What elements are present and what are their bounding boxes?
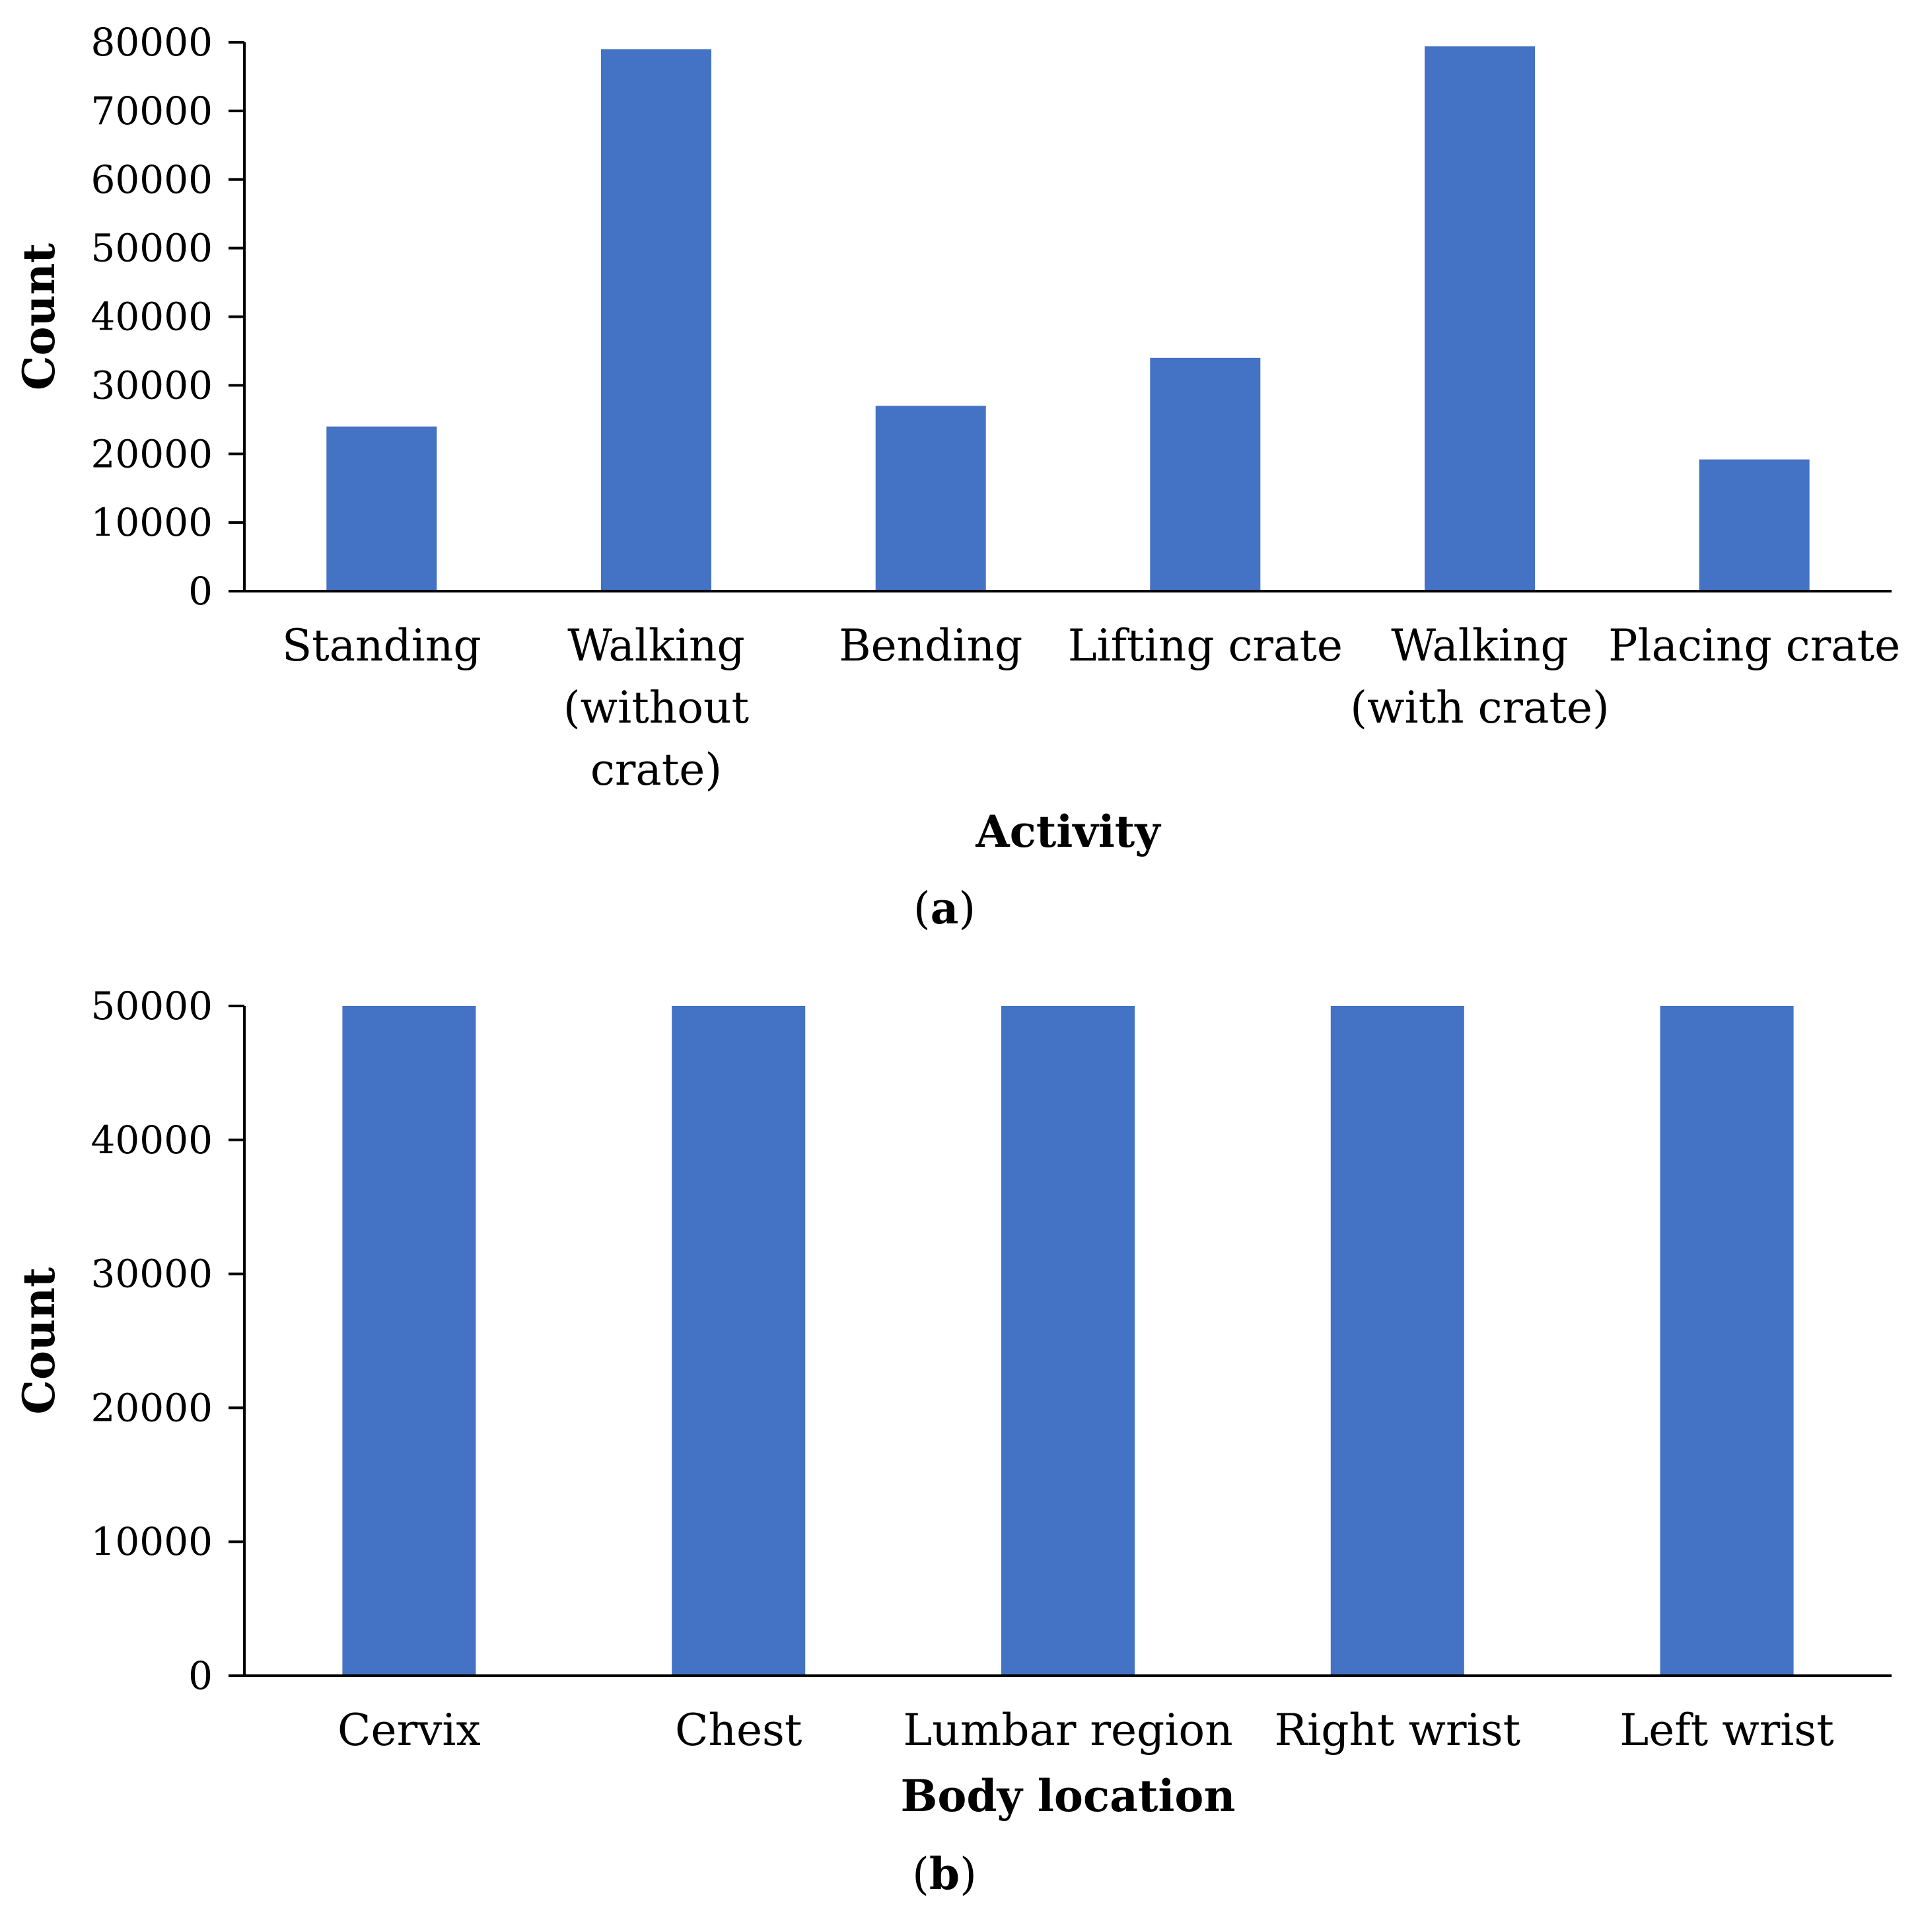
y-tick-label-a-7: 70000	[90, 89, 213, 133]
bar-b-2	[1001, 1006, 1135, 1676]
x-tick-label-a-4: Walking (with crate)	[1350, 620, 1610, 733]
bar-a-4	[1425, 46, 1535, 591]
x-tick-label-line-a-4-0: Walking	[1391, 620, 1568, 671]
x-tick-label-a-5: Placing crate	[1608, 620, 1900, 671]
panel-label-b: (b)	[912, 1848, 977, 1900]
bar-a-0	[326, 426, 437, 591]
x-tick-label-b-2: Lumbar region	[903, 1705, 1232, 1756]
y-tick-label-a-4: 40000	[90, 295, 213, 340]
bar-a-5	[1699, 459, 1810, 591]
y-ticks-b: 0 10000 20000 30000 40000 50000	[90, 984, 244, 1698]
x-tick-label-line-a-3-0: Lifting crate	[1068, 620, 1343, 671]
x-tick-label-b-1: Chest	[675, 1705, 802, 1756]
x-tick-label-line-b-2-0: Lumbar region	[903, 1705, 1232, 1756]
x-tick-label-a-2: Bending	[839, 620, 1022, 671]
x-tick-label-line-a-2-0: Bending	[839, 620, 1022, 671]
y-axis-title-a: Count	[13, 242, 65, 390]
x-tick-label-line-a-1-0: Walking	[567, 620, 744, 671]
panel-letter-a: a	[931, 882, 959, 934]
x-tick-label-line-b-4-0: Left wrist	[1619, 1705, 1833, 1756]
x-tick-label-b-3: Right wrist	[1274, 1705, 1520, 1756]
x-tick-label-a-1: Walking (without crate)	[563, 620, 749, 795]
panel-label-a: (a)	[913, 882, 976, 934]
bars-b	[342, 1006, 1794, 1676]
x-tick-label-line-b-0-0: Cervix	[337, 1705, 481, 1756]
x-tick-label-b-0: Cervix	[337, 1705, 481, 1756]
bar-b-1	[672, 1006, 806, 1676]
chart-panel-b: 0 10000 20000 30000 40000 50000 Cervix Chest Lu…	[13, 984, 1892, 1900]
panel-letter-b: b	[929, 1848, 960, 1900]
y-axis-title-b: Count	[13, 1267, 65, 1415]
y-tick-label-a-2: 20000	[90, 431, 213, 476]
y-tick-label-a-3: 30000	[90, 363, 213, 408]
x-tick-label-line-a-1-1: (without	[563, 682, 749, 733]
y-tick-label-a-0: 0	[188, 569, 213, 614]
x-tick-label-line-a-5-0: Placing crate	[1608, 620, 1900, 671]
bar-a-3	[1150, 357, 1261, 591]
y-tick-label-a-1: 10000	[90, 500, 213, 545]
y-ticks-a: 0 10000 20000 30000 40000 50000 60000 70000 8000…	[90, 20, 244, 614]
bar-b-4	[1660, 1006, 1794, 1676]
y-tick-label-a-6: 60000	[90, 157, 213, 202]
bar-b-3	[1330, 1006, 1464, 1676]
y-tick-label-b-3: 30000	[90, 1252, 213, 1297]
bars-a	[326, 46, 1810, 591]
x-tick-labels-a: Standing Walking (without crate) Bending Lift…	[282, 620, 1900, 795]
bar-a-2	[875, 406, 986, 591]
y-tick-label-a-8: 80000	[90, 20, 213, 65]
bar-a-1	[601, 49, 711, 591]
x-tick-labels-b: Cervix Chest Lumbar region Right wrist Left …	[337, 1705, 1834, 1756]
y-tick-label-b-2: 20000	[90, 1385, 213, 1430]
x-tick-label-line-a-0-0: Standing	[282, 620, 481, 671]
y-tick-label-b-4: 40000	[90, 1118, 213, 1163]
y-tick-label-b-5: 50000	[90, 984, 213, 1028]
bar-b-0	[342, 1006, 476, 1676]
y-tick-label-b-1: 10000	[90, 1519, 213, 1564]
x-axis-title-b: Body location	[901, 1770, 1236, 1822]
y-tick-label-b-0: 0	[188, 1653, 213, 1698]
x-tick-label-b-4: Left wrist	[1619, 1705, 1833, 1756]
x-tick-label-line-b-3-0: Right wrist	[1274, 1705, 1520, 1756]
y-tick-label-a-5: 50000	[90, 226, 213, 271]
x-tick-label-a-0: Standing	[282, 620, 481, 671]
x-tick-label-line-b-1-0: Chest	[675, 1705, 802, 1756]
x-tick-label-line-a-1-2: crate)	[590, 744, 722, 795]
x-tick-label-line-a-4-1: (with crate)	[1350, 682, 1610, 733]
chart-panel-a: 0 10000 20000 30000 40000 50000 60000 70000 8000…	[13, 20, 1900, 934]
x-tick-label-a-3: Lifting crate	[1068, 620, 1343, 671]
x-axis-title-a: Activity	[975, 806, 1161, 857]
